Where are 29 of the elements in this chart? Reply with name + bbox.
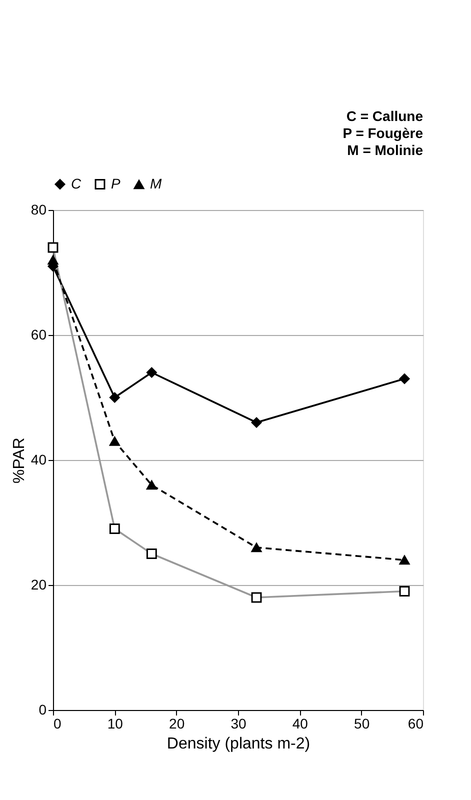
y-axis-title: %PAR [10,438,28,484]
y-tick-label: 60 [30,326,47,342]
x-tick-label: 40 [292,716,308,732]
legend-label: C [71,175,82,192]
x-tick-label: 10 [107,716,124,732]
y-tick-label: 20 [30,576,47,592]
x-tick-label: 30 [230,716,246,732]
text: C = Callune [346,108,424,124]
x-tick-label: 60 [408,716,424,732]
point [146,480,157,490]
y-tick-label: 40 [30,452,47,468]
point [48,255,58,265]
point [399,374,410,384]
x-tick-label: 0 [54,716,62,732]
point [399,555,410,565]
y-tick-label: 80 [30,202,47,218]
x-axis-title: Density (plants m-2) [166,736,310,752]
point [109,392,120,403]
point [146,367,157,378]
x-tick-label: 20 [169,716,185,732]
legend-label: P [111,175,121,192]
x-tick-label: 50 [354,716,370,732]
y-tick-label: 0 [38,702,47,718]
point [251,417,262,428]
text: M = Molinie [347,142,424,158]
point [109,436,120,446]
legend-label: M [150,176,162,192]
point [251,542,262,552]
text: P = Fougère [342,125,424,141]
